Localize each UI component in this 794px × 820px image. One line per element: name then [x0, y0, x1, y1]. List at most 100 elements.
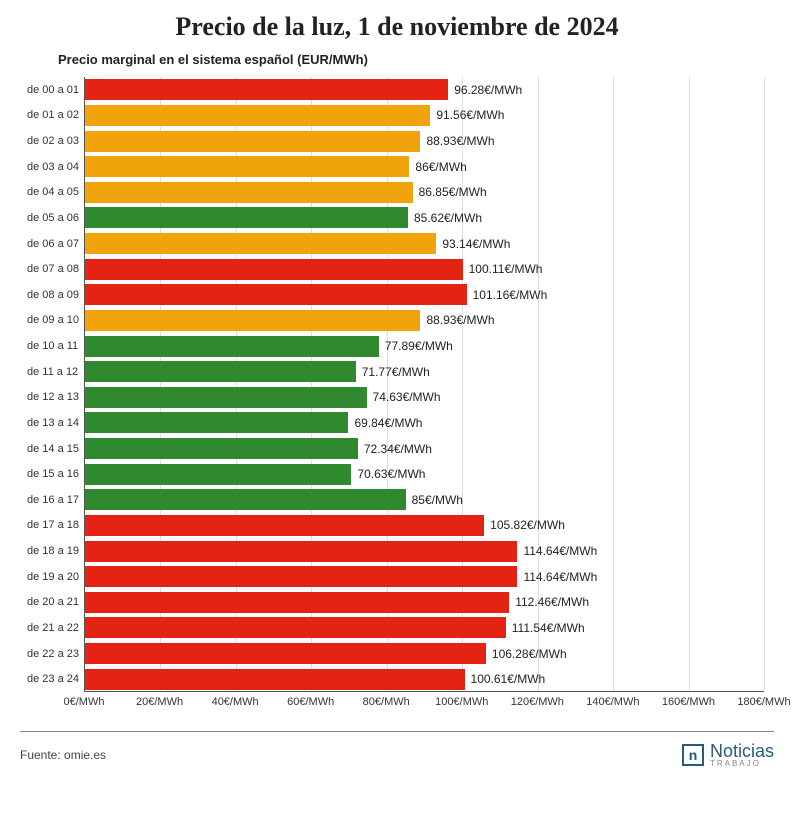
bar	[85, 207, 408, 228]
y-tick-label: de 02 a 03	[27, 135, 85, 147]
bar-row: 85€/MWh	[85, 489, 764, 510]
bar-row: 69.84€/MWh	[85, 412, 764, 433]
bar-value-label: 101.16€/MWh	[473, 288, 548, 302]
bar	[85, 336, 379, 357]
y-tick-label: de 07 a 08	[27, 263, 85, 275]
x-tick-label: 80€/MWh	[363, 696, 410, 708]
bar	[85, 617, 506, 638]
bar-value-label: 105.82€/MWh	[490, 518, 565, 532]
bar-value-label: 71.77€/MWh	[362, 365, 430, 379]
bar-row: 88.93€/MWh	[85, 310, 764, 331]
bar-value-label: 96.28€/MWh	[454, 83, 522, 97]
y-tick-label: de 05 a 06	[27, 212, 85, 224]
bar-value-label: 85€/MWh	[412, 493, 463, 507]
bar	[85, 412, 348, 433]
y-tick-label: de 17 a 18	[27, 519, 85, 531]
bar	[85, 515, 484, 536]
bar-value-label: 93.14€/MWh	[442, 237, 510, 251]
brand-text: Noticias TRABAJO	[710, 742, 774, 768]
bar	[85, 361, 356, 382]
bar-value-label: 86€/MWh	[415, 160, 466, 174]
bar-value-label: 70.63€/MWh	[357, 467, 425, 481]
x-tick-label: 20€/MWh	[136, 696, 183, 708]
bar-value-label: 91.56€/MWh	[436, 108, 504, 122]
bar	[85, 233, 436, 254]
bar	[85, 643, 486, 664]
y-tick-label: de 00 a 01	[27, 84, 85, 96]
chart-subtitle: Precio marginal en el sistema español (E…	[58, 52, 774, 67]
bar-row: 71.77€/MWh	[85, 361, 764, 382]
bar-row: 100.11€/MWh	[85, 259, 764, 280]
chart-container: Precio de la luz, 1 de noviembre de 2024…	[0, 0, 794, 776]
x-tick-label: 160€/MWh	[662, 696, 715, 708]
y-tick-label: de 20 a 21	[27, 596, 85, 608]
bar-row: 112.46€/MWh	[85, 592, 764, 613]
x-tick-label: 140€/MWh	[586, 696, 639, 708]
bar	[85, 79, 448, 100]
bar	[85, 464, 351, 485]
gridline	[764, 77, 765, 691]
footer: Fuente: omie.es n Noticias TRABAJO	[20, 731, 774, 768]
y-tick-label: de 13 a 14	[27, 417, 85, 429]
y-tick-label: de 01 a 02	[27, 109, 85, 121]
x-axis: 0€/MWh20€/MWh40€/MWh60€/MWh80€/MWh100€/M…	[84, 692, 764, 717]
bar-row: 70.63€/MWh	[85, 464, 764, 485]
brand-sub: TRABAJO	[710, 760, 774, 768]
x-tick-label: 120€/MWh	[511, 696, 564, 708]
bar-row: 77.89€/MWh	[85, 336, 764, 357]
brand-logo: n Noticias TRABAJO	[682, 742, 774, 768]
y-tick-label: de 09 a 10	[27, 314, 85, 326]
bar-row: 106.28€/MWh	[85, 643, 764, 664]
bar-value-label: 114.64€/MWh	[523, 570, 597, 584]
bar-row: 91.56€/MWh	[85, 105, 764, 126]
bar-value-label: 85.62€/MWh	[414, 211, 482, 225]
bar	[85, 182, 413, 203]
bar-value-label: 114.64€/MWh	[523, 544, 597, 558]
bar-row: 88.93€/MWh	[85, 131, 764, 152]
x-tick-label: 40€/MWh	[212, 696, 259, 708]
plot-region: de 00 a 0196.28€/MWhde 01 a 0291.56€/MWh…	[84, 77, 764, 692]
chart-area: de 00 a 0196.28€/MWhde 01 a 0291.56€/MWh…	[84, 77, 764, 717]
brand-main: Noticias	[710, 742, 774, 760]
bar	[85, 541, 517, 562]
bar-row: 74.63€/MWh	[85, 387, 764, 408]
y-tick-label: de 16 a 17	[27, 494, 85, 506]
x-tick-label: 0€/MWh	[64, 696, 105, 708]
bar-value-label: 74.63€/MWh	[373, 390, 441, 404]
x-tick-label: 100€/MWh	[435, 696, 488, 708]
bar-value-label: 86.85€/MWh	[419, 185, 487, 199]
source-label: Fuente: omie.es	[20, 748, 106, 762]
chart-title: Precio de la luz, 1 de noviembre de 2024	[20, 12, 774, 42]
bar-value-label: 100.61€/MWh	[471, 672, 546, 686]
bar-row: 105.82€/MWh	[85, 515, 764, 536]
bar-value-label: 112.46€/MWh	[515, 595, 589, 609]
bar	[85, 156, 409, 177]
y-tick-label: de 03 a 04	[27, 161, 85, 173]
y-tick-label: de 18 a 19	[27, 545, 85, 557]
bar-value-label: 88.93€/MWh	[426, 134, 494, 148]
bar-value-label: 69.84€/MWh	[354, 416, 422, 430]
bar-value-label: 111.54€/MWh	[512, 621, 585, 635]
y-tick-label: de 23 a 24	[27, 673, 85, 685]
bar-value-label: 88.93€/MWh	[426, 313, 494, 327]
bar-value-label: 77.89€/MWh	[385, 339, 453, 353]
bar	[85, 131, 420, 152]
bar	[85, 310, 420, 331]
y-tick-label: de 19 a 20	[27, 571, 85, 583]
bar-row: 85.62€/MWh	[85, 207, 764, 228]
y-tick-label: de 08 a 09	[27, 289, 85, 301]
bar-row: 86€/MWh	[85, 156, 764, 177]
y-tick-label: de 21 a 22	[27, 622, 85, 634]
bar-row: 111.54€/MWh	[85, 617, 764, 638]
bar-row: 101.16€/MWh	[85, 284, 764, 305]
bar-row: 114.64€/MWh	[85, 566, 764, 587]
bar	[85, 592, 509, 613]
y-tick-label: de 10 a 11	[27, 340, 85, 352]
bar	[85, 259, 463, 280]
x-tick-label: 180€/MWh	[737, 696, 790, 708]
bar-row: 96.28€/MWh	[85, 79, 764, 100]
y-tick-label: de 14 a 15	[27, 443, 85, 455]
y-tick-label: de 15 a 16	[27, 468, 85, 480]
bar	[85, 387, 367, 408]
brand-icon: n	[682, 744, 704, 766]
